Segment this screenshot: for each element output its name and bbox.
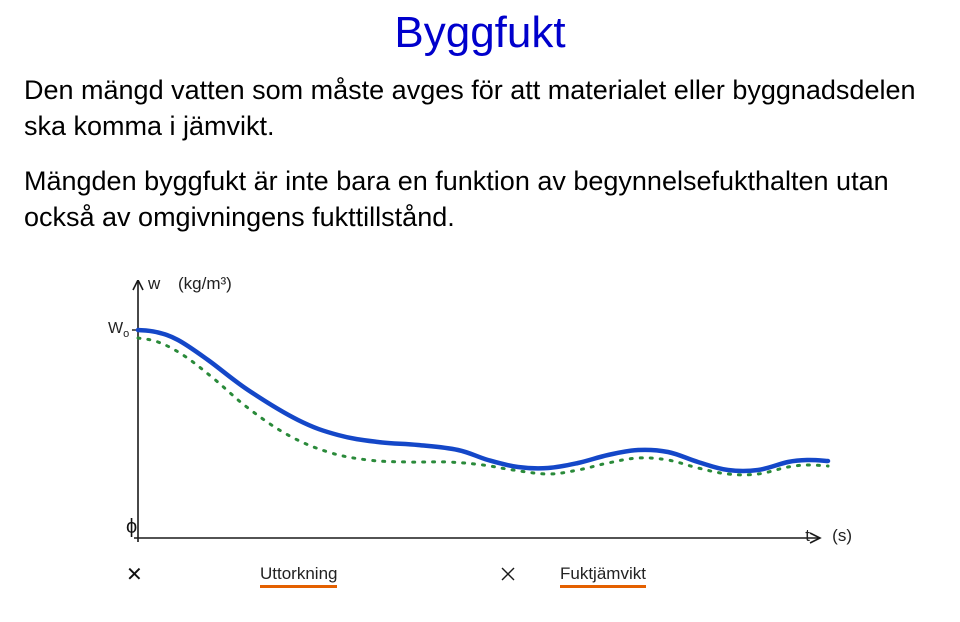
y-tick-sub: o — [123, 328, 129, 340]
left-bracket-tick: ✕ — [126, 562, 143, 587]
y-tick-w0: Wo — [108, 320, 129, 340]
section-label-uttorkning: Uttorkning — [260, 564, 337, 588]
y-axis-label-w: w — [148, 274, 160, 294]
fuktjamvikt-text: Fuktjämvikt — [560, 564, 646, 588]
byggfukt-chart: w (kg/m³) Wo t (s) ϕ ✕ Uttorkning Fuktjä… — [120, 280, 840, 600]
paragraph-2: Mängden byggfukt är inte bara en funktio… — [24, 163, 936, 236]
paragraph-1: Den mängd vatten som måste avges för att… — [24, 72, 936, 145]
chart-svg — [120, 280, 840, 600]
origin-symbol: ϕ — [126, 516, 137, 539]
y-axis-label-unit: (kg/m³) — [178, 274, 232, 294]
y-tick-w: W — [108, 320, 123, 337]
uttorkning-text: Uttorkning — [260, 564, 337, 588]
body-text: Den mängd vatten som måste avges för att… — [24, 72, 936, 254]
slide-title: Byggfukt — [0, 8, 960, 58]
x-axis-label-t: t — [805, 526, 810, 546]
section-label-fuktjamvikt: Fuktjämvikt — [560, 564, 646, 588]
x-axis-label-unit: (s) — [832, 526, 852, 546]
